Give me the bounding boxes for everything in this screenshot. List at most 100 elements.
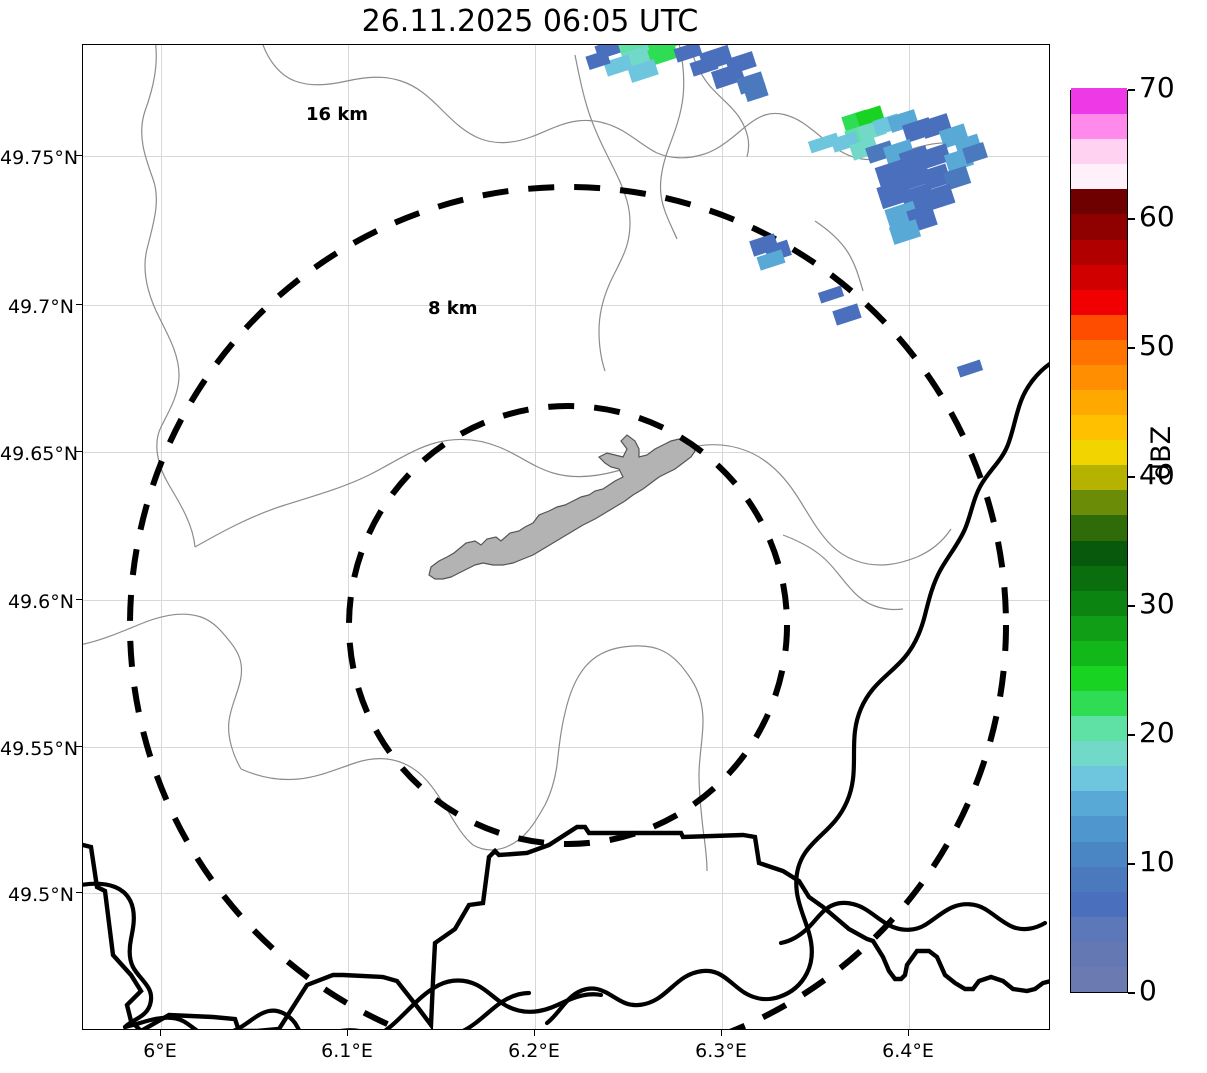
colorbar-band (1071, 690, 1127, 717)
colorbar-band (1071, 439, 1127, 466)
colorbar-band (1071, 815, 1127, 842)
x-tick-label: 6.1°E (321, 1040, 373, 1062)
gridline-horizontal (83, 305, 1049, 306)
colorbar-band (1071, 213, 1127, 240)
colorbar-band (1071, 364, 1127, 390)
y-tick-label: 49.75°N (0, 147, 79, 169)
x-tick-mark (534, 1030, 536, 1036)
colorbar-tick-label: 60 (1139, 200, 1175, 233)
colorbar-tick-label: 70 (1139, 71, 1175, 104)
colorbar-tick-label: 20 (1139, 716, 1175, 749)
colorbar-band (1071, 289, 1127, 315)
national-border (83, 361, 1049, 1029)
x-tick-mark (347, 1030, 349, 1036)
gridline-horizontal (83, 747, 1049, 748)
y-tick-label: 49.6°N (7, 591, 74, 613)
radar-echo-cell (956, 359, 984, 378)
x-tick-label: 6.4°E (882, 1040, 934, 1062)
colorbar-band (1071, 615, 1127, 641)
y-tick-mark (76, 155, 82, 157)
x-tick-label: 6°E (143, 1040, 177, 1062)
colorbar-band (1071, 665, 1127, 691)
gridline-horizontal (83, 156, 1049, 157)
colorbar-tick-mark (1128, 476, 1135, 478)
colorbar-band (1071, 238, 1127, 265)
y-tick-mark (76, 892, 82, 894)
national-border-south (83, 824, 1049, 1029)
x-tick-label: 6.2°E (508, 1040, 560, 1062)
colorbar-band (1071, 765, 1127, 792)
colorbar-band (1071, 414, 1127, 441)
colorbar-band (1071, 314, 1127, 340)
y-tick-label: 49.65°N (0, 443, 79, 465)
colorbar-band (1071, 514, 1127, 541)
x-tick-label: 6.3°E (695, 1040, 747, 1062)
colorbar-gradient (1070, 88, 1128, 993)
y-tick-label: 49.55°N (0, 738, 79, 760)
y-tick-mark (76, 599, 82, 601)
colorbar-band (1071, 640, 1127, 666)
gridline-horizontal (83, 893, 1049, 894)
colorbar-tick-label: 0 (1139, 974, 1157, 1007)
y-tick-label: 49.7°N (7, 296, 74, 318)
colorbar-band (1071, 590, 1127, 616)
colorbar-band (1071, 389, 1127, 416)
colorbar-band (1071, 188, 1127, 215)
y-tick-mark (76, 304, 82, 306)
gridline-horizontal (83, 452, 1049, 453)
map-plot-area[interactable]: 16 km 8 km (82, 44, 1050, 1030)
colorbar-tick-label: 40 (1139, 458, 1175, 491)
colorbar-band (1071, 891, 1127, 917)
colorbar-tick-mark (1128, 218, 1135, 220)
colorbar-tick-label: 50 (1139, 329, 1175, 362)
y-tick-mark (76, 746, 82, 748)
colorbar-band (1071, 489, 1127, 516)
range-ring-8km (346, 403, 790, 847)
colorbar-band (1071, 966, 1127, 992)
radar-echo-cell (832, 303, 862, 326)
colorbar-band (1071, 264, 1127, 290)
colorbar-band (1071, 113, 1127, 140)
page-title: 26.11.2025 06:05 UTC (361, 4, 699, 39)
y-tick-mark (76, 451, 82, 453)
colorbar-tick-mark (1128, 89, 1135, 91)
colorbar-tick-mark (1128, 734, 1135, 736)
colorbar-band (1071, 539, 1127, 566)
colorbar-band (1071, 464, 1127, 491)
colorbar-band (1071, 866, 1127, 892)
colorbar-band (1071, 790, 1127, 817)
colorbar-band (1071, 916, 1127, 942)
y-tick-label: 49.5°N (7, 884, 74, 906)
range-ring-16km (127, 184, 1009, 1029)
radar-echo-cell (817, 285, 845, 304)
colorbar[interactable] (1070, 88, 1128, 993)
colorbar-tick-mark (1128, 347, 1135, 349)
geography-layer (83, 45, 1049, 1029)
radar-echo-layer (83, 45, 1049, 1029)
urban-area-polygon (428, 434, 696, 580)
colorbar-band (1071, 138, 1127, 165)
colorbar-tick-mark (1128, 992, 1135, 994)
colorbar-band (1071, 88, 1127, 115)
colorbar-tick-mark (1128, 863, 1135, 865)
colorbar-band (1071, 840, 1127, 867)
colorbar-band (1071, 740, 1127, 767)
gridline-vertical (161, 45, 162, 1029)
colorbar-tick-label: 30 (1139, 587, 1175, 620)
colorbar-band (1071, 715, 1127, 742)
x-tick-mark (908, 1030, 910, 1036)
colorbar-band (1071, 163, 1127, 190)
x-tick-mark (160, 1030, 162, 1036)
colorbar-band (1071, 941, 1127, 967)
gridline-horizontal (83, 600, 1049, 601)
range-ring-label-8km: 8 km (428, 298, 478, 319)
colorbar-title: dBZ (1146, 425, 1177, 480)
colorbar-tick-mark (1128, 605, 1135, 607)
colorbar-band (1071, 339, 1127, 365)
x-tick-mark (721, 1030, 723, 1036)
colorbar-tick-label: 10 (1139, 845, 1175, 878)
colorbar-band (1071, 565, 1127, 591)
gridline-vertical (722, 45, 723, 1029)
gridline-vertical (348, 45, 349, 1029)
